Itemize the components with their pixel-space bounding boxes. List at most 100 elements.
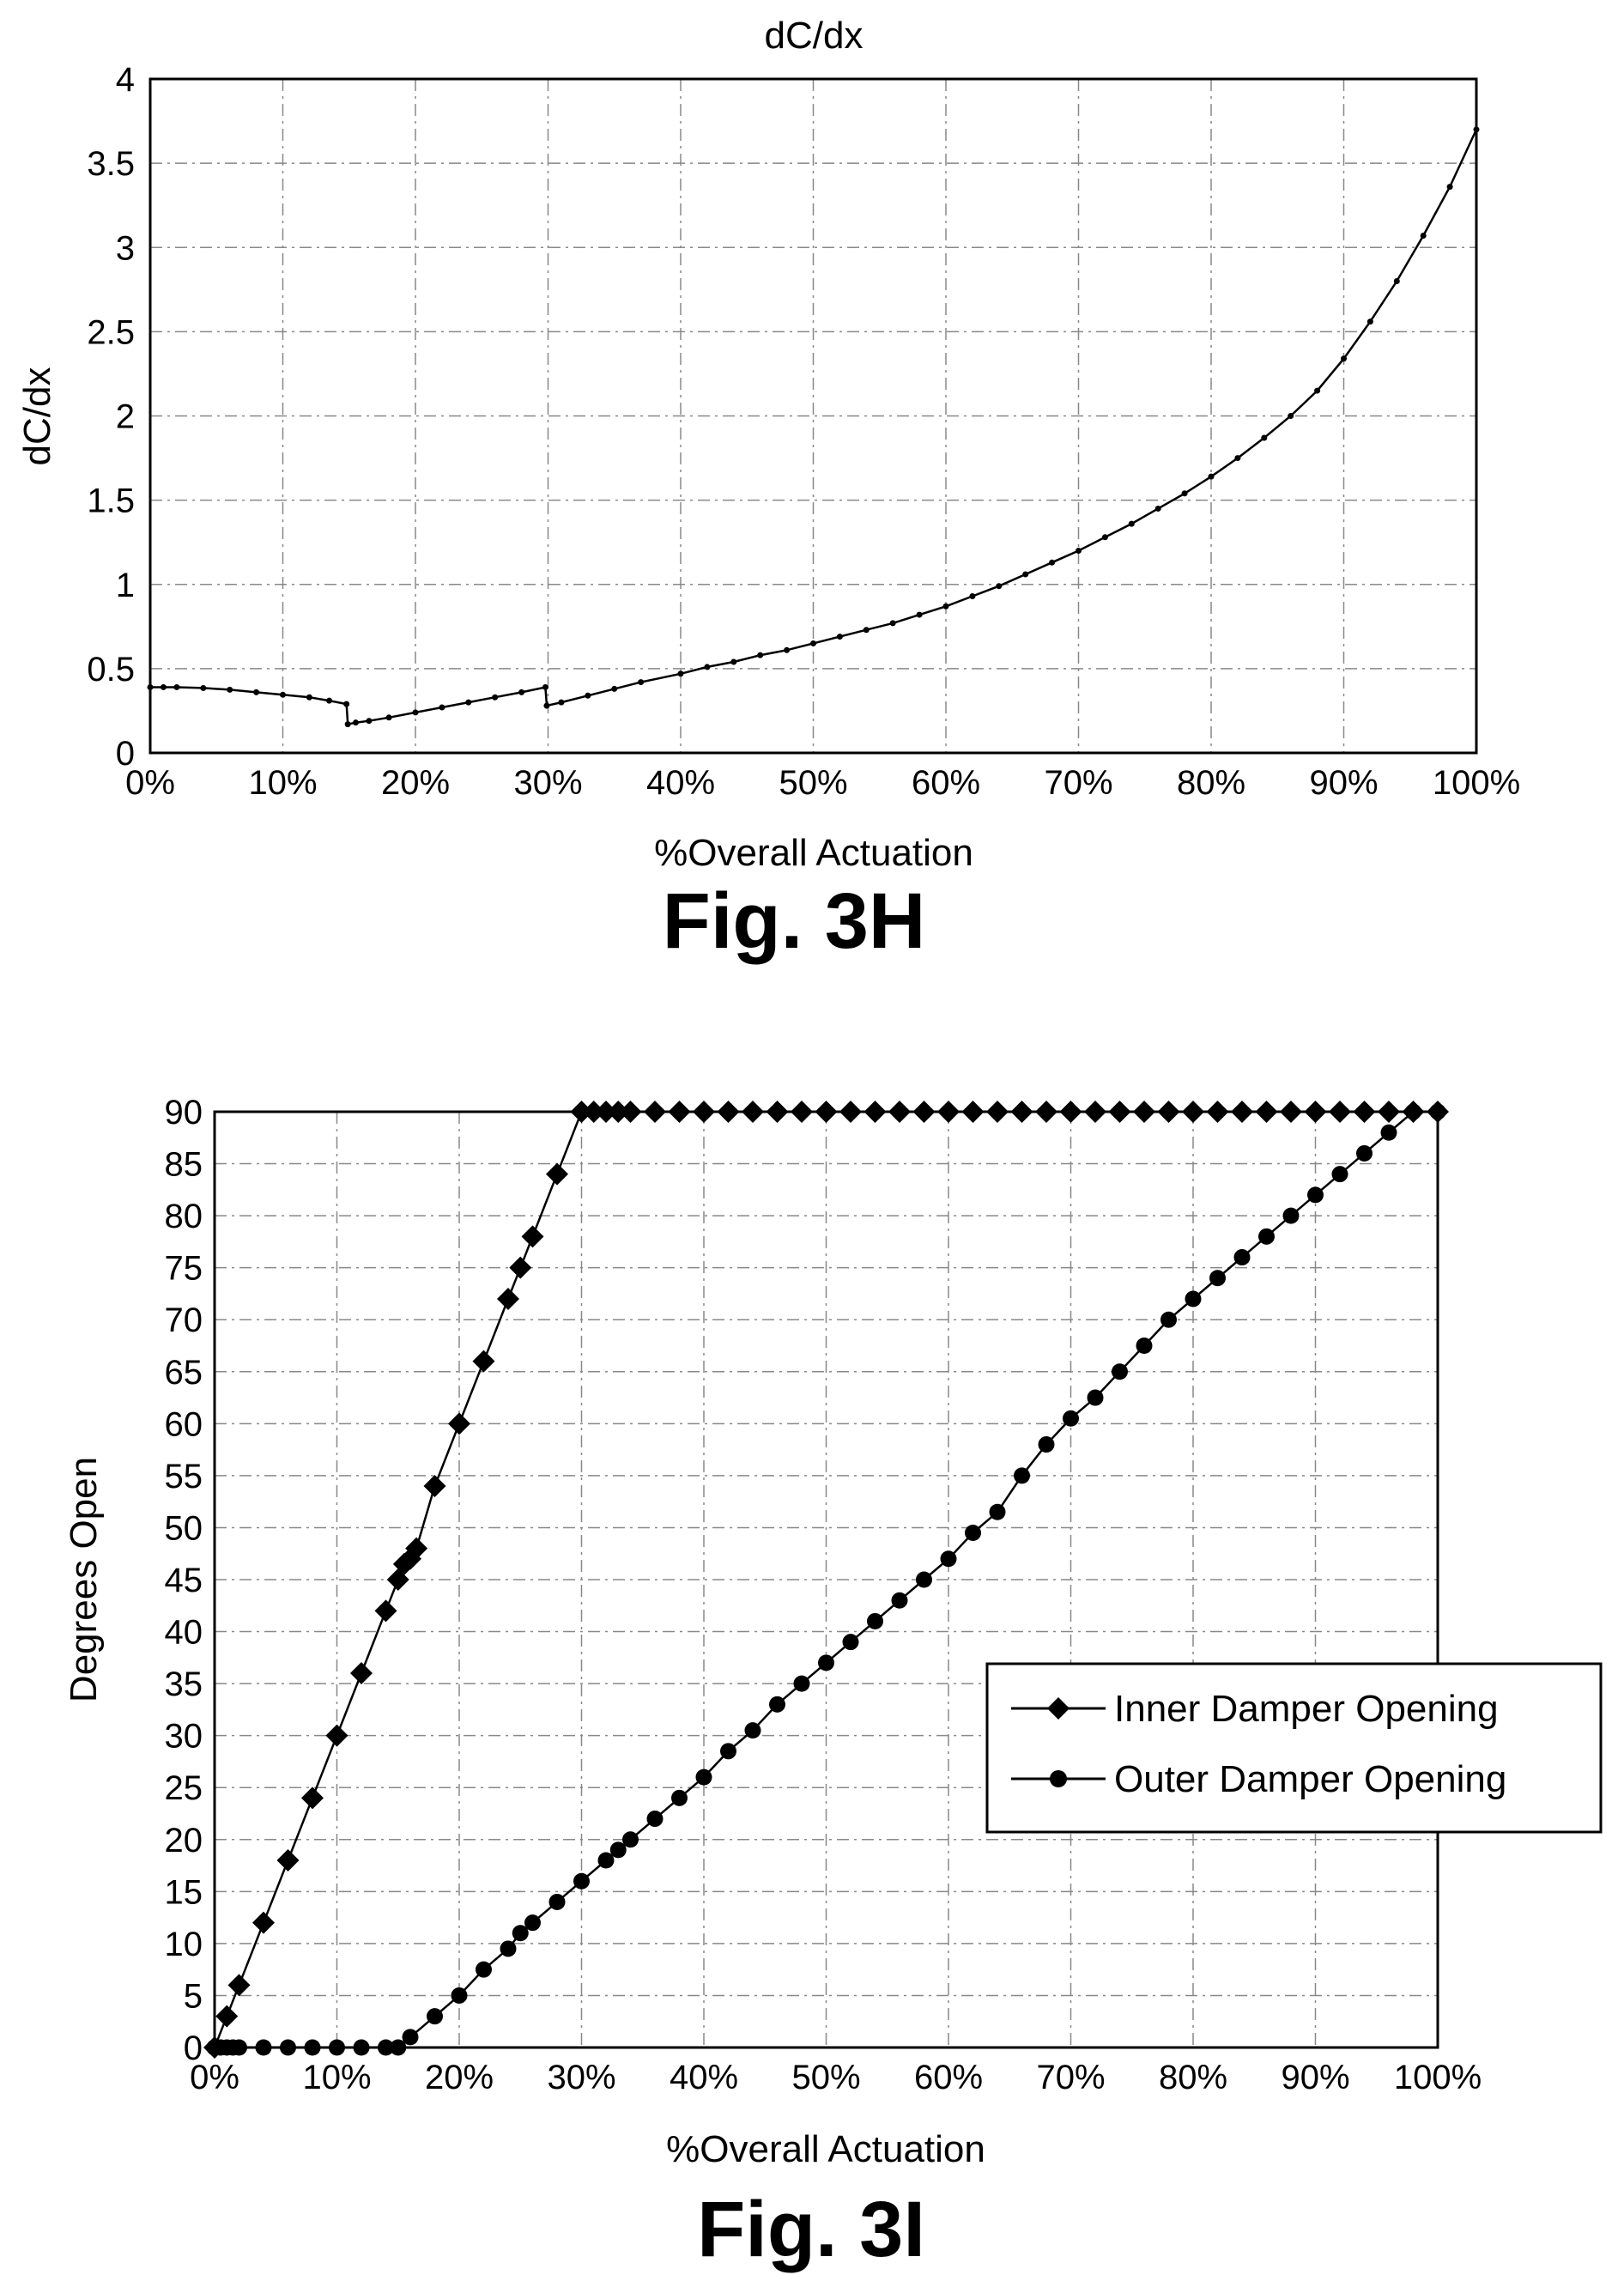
data-point: [1261, 434, 1268, 441]
data-point-circle: [1233, 1249, 1251, 1266]
data-point-circle: [989, 1503, 1006, 1520]
data-point: [385, 714, 392, 721]
data-point-circle: [646, 1811, 664, 1828]
data-point-circle: [965, 1525, 981, 1541]
data-point-circle: [1112, 1363, 1128, 1380]
data-point-circle: [1307, 1186, 1324, 1204]
data-point-circle: [402, 2029, 419, 2046]
legend-marker-outer: [1050, 1770, 1067, 1787]
data-point-diamond: [912, 1101, 936, 1123]
y-tick-label: 5: [184, 1977, 203, 2015]
data-point: [1154, 505, 1161, 512]
data-point-circle: [1136, 1338, 1153, 1354]
data-point-diamond: [766, 1101, 789, 1123]
data-point-diamond: [1059, 1101, 1082, 1123]
data-point-circle: [609, 1841, 627, 1859]
data-point-circle: [671, 1789, 688, 1806]
data-point: [1314, 387, 1321, 394]
y-axis-title: Degrees Open: [63, 1457, 105, 1702]
data-point-diamond: [276, 1849, 300, 1872]
data-point-diamond: [374, 1599, 397, 1623]
data-point-diamond: [325, 1724, 348, 1747]
data-point-diamond: [742, 1101, 764, 1123]
data-point-circle: [476, 1961, 492, 1978]
data-point-diamond: [405, 1537, 428, 1560]
x-tick-label: 100%: [1433, 764, 1520, 802]
data-point-diamond: [864, 1101, 887, 1123]
data-point-diamond: [546, 1162, 568, 1186]
y-tick-label: 1.5: [87, 482, 135, 520]
data-point: [344, 721, 351, 728]
data-point-circle: [818, 1654, 834, 1671]
legend-label-outer: Outer Damper Opening: [1114, 1758, 1506, 1800]
data-point-circle: [1087, 1389, 1104, 1406]
data-point: [492, 694, 499, 701]
y-tick-label: 85: [165, 1146, 203, 1184]
data-point: [836, 634, 843, 640]
x-tick-label: 90%: [1281, 2059, 1349, 2096]
y-tick-label: 35: [165, 1665, 203, 1703]
data-point-circle: [304, 2039, 321, 2056]
y-tick-label: 4: [116, 61, 135, 99]
data-point-diamond: [1378, 1101, 1400, 1123]
data-point-diamond: [1280, 1101, 1302, 1123]
y-tick-label: 45: [165, 1562, 203, 1599]
x-tick-label: 0%: [190, 2059, 239, 2096]
data-point: [730, 658, 737, 665]
y-tick-labels: 0 5 10 15 20 25 30 35 40 45 50 55 60 65 70 75 80 85 90: [165, 1094, 203, 2067]
legend-box: [985, 1662, 1603, 1834]
data-point: [518, 689, 525, 695]
data-point-circle: [1185, 1290, 1202, 1307]
data-point-circle: [329, 2039, 345, 2056]
data-point-diamond: [1329, 1101, 1351, 1123]
data-point: [352, 719, 359, 726]
data-point-diamond: [1255, 1101, 1278, 1123]
data-point-diamond: [1133, 1101, 1155, 1123]
x-tick-labels: 0% 10% 20% 30% 40% 50% 60% 70% 80% 90% 100%: [125, 764, 1520, 802]
data-point: [465, 699, 472, 706]
data-point-circle: [940, 1550, 957, 1568]
series-line-0: [150, 129, 1478, 726]
y-tick-label: 10: [165, 1926, 203, 1963]
data-point-circle: [427, 2008, 443, 2025]
data-point-diamond: [791, 1101, 813, 1123]
y-tick-labels: 0 0.5 1 1.5 2 2.5 3 3.5 4: [87, 61, 135, 773]
x-tick-label: 60%: [914, 2059, 983, 2096]
data-point: [810, 640, 816, 646]
data-point: [942, 603, 949, 610]
data-point: [916, 611, 923, 618]
data-point: [542, 683, 548, 690]
x-tick-label: 70%: [1036, 2059, 1105, 2096]
y-tick-label: 3.5: [87, 145, 135, 183]
data-point-circle: [1063, 1410, 1079, 1427]
figure-caption: Fig. 3I: [697, 2186, 925, 2273]
data-point-diamond: [350, 1662, 373, 1684]
data-point-diamond: [301, 1787, 324, 1810]
data-point: [1473, 126, 1480, 133]
data-point-circle: [769, 1696, 785, 1713]
data-point: [996, 583, 1003, 590]
data-point: [1366, 318, 1373, 325]
data-point-diamond: [252, 1911, 275, 1934]
data-point-circle: [867, 1612, 883, 1629]
data-point: [227, 686, 233, 693]
data-point: [343, 701, 350, 707]
x-tick-label: 40%: [670, 2059, 738, 2096]
grid: [215, 1112, 1438, 2048]
data-point: [1288, 413, 1294, 419]
series-group: [147, 126, 1480, 728]
legend-marker-inner: [1047, 1697, 1070, 1720]
data-point-diamond: [497, 1288, 519, 1310]
y-tick-label: 75: [165, 1250, 203, 1288]
y-tick-label: 50: [165, 1509, 203, 1547]
data-point-diamond: [1157, 1101, 1180, 1123]
data-point: [969, 592, 976, 599]
data-point-diamond: [509, 1256, 532, 1279]
data-point-diamond: [472, 1350, 495, 1373]
data-point-diamond: [619, 1101, 642, 1123]
x-tick-label: 20%: [425, 2059, 494, 2096]
data-point-diamond: [448, 1412, 470, 1435]
data-point-diamond: [582, 1101, 605, 1123]
data-point: [784, 646, 791, 653]
